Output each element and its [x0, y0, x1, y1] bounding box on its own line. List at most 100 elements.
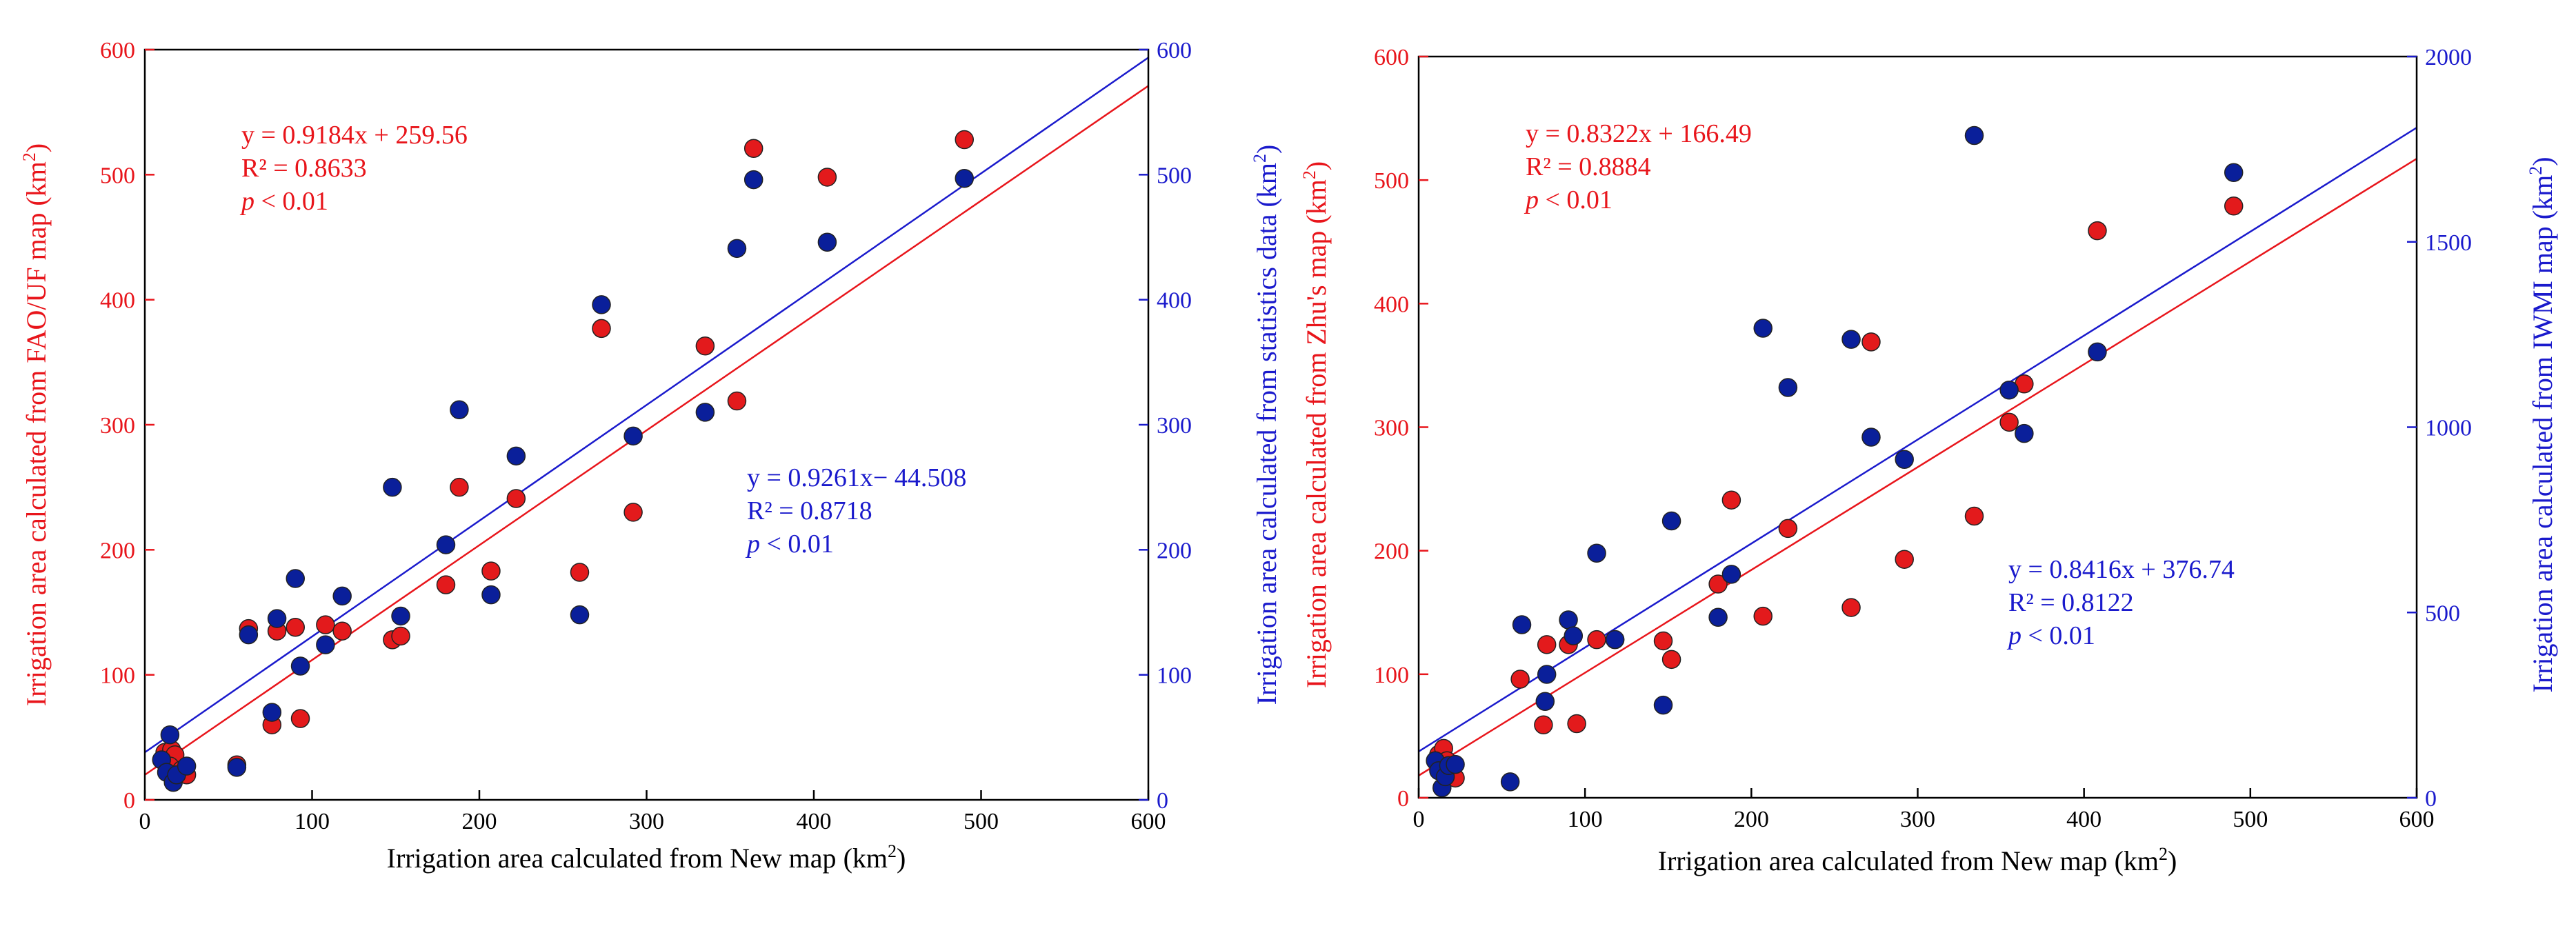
chart-left: 0 100 200 300 400 500 600 0100200300400500600 … — [19, 38, 1282, 874]
right-red-pvalue: p < 0.01 — [1524, 185, 1613, 214]
red-data-point — [1567, 714, 1586, 734]
red-data-point — [1510, 670, 1530, 689]
right-tick-label: 0 — [1157, 788, 1168, 814]
right-red-equation: y = 0.8322x + 166.49 — [1526, 119, 1752, 148]
red-data-point — [1661, 650, 1681, 670]
left-tick-label: 200 — [1374, 539, 1409, 565]
red-data-point — [450, 477, 469, 497]
left-blue-annotation: y = 0.9261x− 44.508 R² = 0.8718 p < 0.01 — [745, 463, 966, 559]
right-red-r2: R² = 0.8884 — [1526, 152, 1651, 181]
left-red-pvalue: p < 0.01 — [239, 187, 328, 216]
blue-data-point — [1721, 565, 1741, 584]
right-x-axis-title: Irrigation area calculated from New map … — [1658, 844, 2177, 876]
red-data-point — [506, 489, 526, 508]
blue-data-point — [1964, 125, 1984, 145]
blue-data-point — [955, 169, 974, 188]
x-tick-label: 300 — [1900, 807, 1935, 832]
blue-data-point — [743, 170, 763, 190]
right-tick-label: 100 — [1157, 663, 1192, 689]
left-x-axis-title: Irrigation area calculated from New map … — [387, 841, 906, 874]
red-data-point — [316, 615, 335, 634]
blue-data-point — [623, 426, 643, 446]
blue-data-point — [1535, 692, 1555, 711]
blue-data-point — [239, 625, 259, 645]
blue-data-point — [160, 725, 180, 745]
x-tick-label: 100 — [294, 809, 330, 834]
left-blue-r2: R² = 0.8718 — [747, 496, 872, 525]
blue-data-point — [1587, 543, 1606, 563]
chart-right: 0 100 200 300 400 500 600 0100200300400500600 … — [1299, 45, 2558, 876]
blue-data-point — [1653, 695, 1673, 715]
blue-data-point — [1559, 610, 1578, 630]
left-tick-label: 200 — [100, 538, 135, 563]
blue-data-point — [1861, 428, 1881, 447]
x-tick-label: 0 — [139, 809, 151, 834]
red-data-point — [955, 130, 974, 150]
red-data-point — [623, 503, 643, 522]
left-left-axis-title: Irrigation area calculated from FAO/UF m… — [19, 143, 52, 706]
red-data-point — [2224, 197, 2244, 216]
x-tick-label: 100 — [1568, 807, 1603, 832]
red-data-point — [391, 626, 410, 646]
red-data-point — [1653, 631, 1673, 651]
blue-data-point — [1778, 378, 1798, 397]
red-regression-line — [1419, 158, 2417, 776]
red-data-point — [436, 575, 456, 594]
x-tick-label: 500 — [2233, 807, 2268, 832]
right-tick-label: 1500 — [2425, 230, 2472, 256]
blue-data-point — [481, 585, 501, 605]
red-data-point — [1964, 506, 1984, 526]
blue-data-point — [262, 703, 282, 722]
right-tick-label: 200 — [1157, 538, 1192, 563]
red-regression-line — [145, 85, 1148, 776]
red-data-point — [1841, 598, 1861, 617]
left-right-axis-title: Irrigation area calculated from statisti… — [1250, 145, 1282, 705]
blue-data-point — [570, 605, 590, 625]
left-blue-equation: y = 0.9261x− 44.508 — [747, 463, 966, 492]
red-data-point — [332, 621, 352, 641]
blue-data-point — [316, 635, 335, 654]
red-data-point — [481, 561, 501, 581]
left-tick-label: 400 — [1374, 292, 1409, 317]
left-tick-label: 500 — [100, 163, 135, 188]
right-tick-label: 400 — [1157, 288, 1192, 314]
blue-data-point — [1500, 772, 1520, 792]
blue-data-point — [1708, 607, 1728, 627]
right-blue-equation: y = 0.8416x + 376.74 — [2008, 555, 2235, 584]
blue-data-point — [227, 758, 247, 777]
blue-data-point — [450, 400, 469, 419]
red-data-point — [817, 168, 837, 187]
right-blue-r2: R² = 0.8122 — [2008, 588, 2134, 617]
x-tick-label: 200 — [1734, 807, 1769, 832]
red-data-point — [1721, 490, 1741, 510]
red-data-point — [1753, 606, 1773, 626]
red-data-point — [2088, 221, 2107, 241]
red-data-point — [1708, 574, 1728, 594]
blue-regression-line — [145, 57, 1148, 754]
x-tick-label: 400 — [2066, 807, 2101, 832]
right-right-axis-title: Irrigation area calculated from IWMI map… — [2526, 157, 2558, 692]
right-tick-label: 500 — [1157, 163, 1192, 188]
red-data-point — [286, 618, 305, 637]
red-data-point — [1587, 630, 1606, 650]
blue-data-point — [592, 295, 611, 314]
red-data-point — [1534, 715, 1553, 735]
left-tick-label: 500 — [1374, 168, 1409, 194]
right-tick-label: 300 — [1157, 413, 1192, 439]
right-tick-label: 1000 — [2425, 416, 2472, 441]
blue-data-point — [383, 477, 402, 497]
red-data-point — [1778, 519, 1798, 539]
right-tick-label: 2000 — [2425, 45, 2472, 70]
blue-data-point — [391, 606, 410, 626]
blue-data-point — [817, 232, 837, 252]
left-tick-label: 100 — [1374, 663, 1409, 688]
red-data-point — [743, 139, 763, 159]
left-tick-label: 600 — [1374, 45, 1409, 70]
blue-data-point — [1537, 665, 1557, 684]
red-data-point — [592, 319, 611, 339]
blue-data-point — [1564, 626, 1584, 645]
red-data-point — [1895, 550, 1914, 569]
left-tick-label: 400 — [100, 288, 135, 314]
x-tick-label: 200 — [462, 809, 497, 834]
